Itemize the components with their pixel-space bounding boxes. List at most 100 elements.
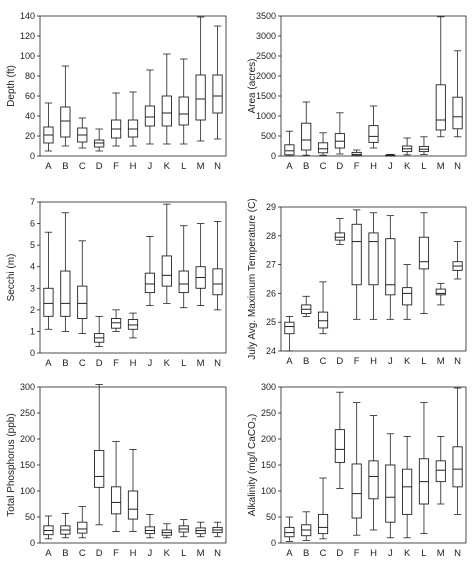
x-tick-label: J [148,161,153,172]
box-M [195,521,206,538]
iqr-box [368,125,379,143]
box-L [418,212,430,314]
box-L [418,136,430,155]
iqr-box [284,526,295,538]
box-B [60,65,71,147]
box-N [212,521,223,538]
y-tick-label: 1500 [256,91,276,101]
box-M [195,223,206,306]
x-tick-label: F [113,548,119,559]
x-tick-label: C [320,548,327,559]
box-H [127,312,139,339]
box-H [368,105,379,149]
x-tick-label: A [286,356,293,367]
iqr-box [77,521,88,534]
box-H [368,212,379,320]
x-tick-label: J [148,548,153,559]
y-tick-label: 24 [266,346,276,356]
y-tick-label: 50 [266,512,276,522]
iqr-box [435,288,446,296]
box-A [284,130,295,157]
x-tick-label: J [388,356,393,367]
y-tick-label: 300 [261,382,276,392]
box-F [110,441,122,532]
y-tick-label: 250 [20,408,35,418]
plot-frame [280,15,467,157]
box-H [368,415,379,531]
y-tick-label: 500 [261,131,276,141]
iqr-box [301,122,312,151]
box-K [161,53,172,145]
box-A [43,231,54,330]
y-axis-label: July Avg. Maximum Temperature (C) [247,198,258,359]
box-F [351,402,362,536]
box-A [284,316,295,352]
x-tick-label: D [96,548,103,559]
box-K [161,523,172,539]
x-tick-label: K [404,356,411,367]
box-K [161,203,172,304]
y-tick-label: 40 [25,111,35,121]
x-tick-label: L [181,161,186,172]
box-D [94,383,105,526]
x-tick-label: L [421,161,426,172]
box-F [110,309,122,332]
plot-frame [39,201,227,354]
x-tick-label: H [370,356,377,367]
x-tick-label: F [354,356,360,367]
box-C [317,477,329,540]
box-B [301,101,312,156]
x-tick-label: A [45,358,52,369]
plot-frame [39,15,227,157]
chart-panel: 0 50 100 150 200 250 300 Total Phosphorus (ppb)… [6,382,227,559]
iqr-box [351,223,362,286]
x-tick-label: J [388,548,393,559]
iqr-box [334,429,345,463]
y-tick-label: 7 [30,197,35,207]
x-tick-label: N [214,548,221,559]
y-axis-label: Total Phosphorus (ppb) [6,413,17,516]
iqr-box [127,319,139,330]
x-tick-label: D [336,548,343,559]
box-J [385,153,396,157]
x-tick-label: N [214,161,221,172]
box-J [144,514,156,539]
box-K [402,264,413,320]
y-tick-label: 100 [261,486,276,496]
y-tick-label: 0 [30,151,35,161]
y-tick-label: 100 [20,486,35,496]
y-tick-label: 200 [20,434,35,444]
box-N [212,221,223,311]
x-tick-label: K [164,548,171,559]
box-B [301,295,312,317]
x-tick-label: C [79,358,86,369]
x-tick-label: K [404,548,411,559]
iqr-box [368,232,379,286]
x-tick-label: M [197,161,205,172]
y-tick-label: 4 [30,262,35,272]
y-tick-label: 27 [266,260,276,270]
iqr-box [334,232,345,241]
box-K [402,435,413,539]
box-L [178,58,189,145]
box-A [43,102,54,152]
x-tick-label: D [336,161,343,172]
iqr-box [60,106,71,138]
iqr-box [385,238,396,296]
box-A [284,516,295,542]
y-tick-label: 25 [266,317,276,327]
y-tick-label: 200 [261,434,276,444]
y-tick-label: 3 [30,283,35,293]
x-tick-label: A [286,548,293,559]
iqr-box [77,285,88,319]
x-tick-label: M [437,161,445,172]
x-tick-label: M [197,358,205,369]
box-J [144,69,156,145]
iqr-box [127,490,139,520]
iqr-box [418,236,430,270]
x-tick-label: N [214,358,221,369]
iqr-box [402,287,413,306]
y-tick-label: 2500 [256,51,276,61]
box-A [43,515,54,540]
